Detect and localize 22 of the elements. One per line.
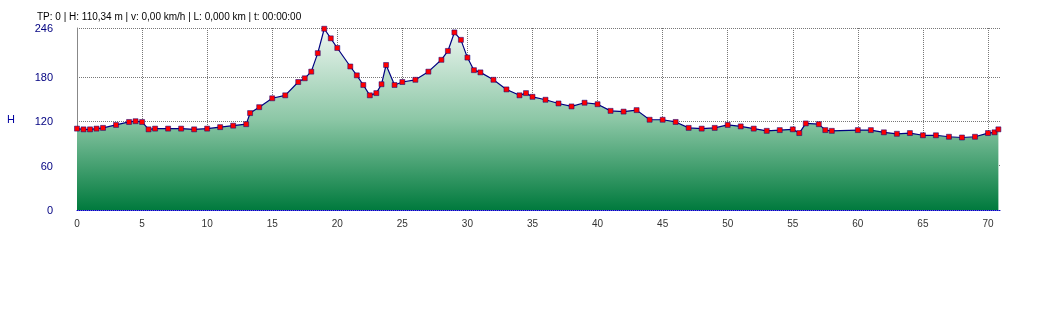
y-axis-title: H	[7, 113, 16, 125]
x-tick-label: 15	[266, 217, 279, 229]
x-tick-label: 65	[917, 217, 929, 229]
y-tick-label: 60	[40, 159, 53, 172]
x-tick-label: 40	[592, 217, 604, 229]
x-tick-label: 60	[852, 217, 864, 229]
x-tick-label: 50	[722, 217, 734, 229]
x-tick-label: 45	[657, 217, 669, 229]
x-tick-label: 55	[787, 217, 799, 229]
x-tick-label: 70	[982, 217, 994, 229]
y-tick-label: 0	[46, 204, 53, 216]
x-tick-label: 5	[139, 217, 146, 229]
y-tick-label: 180	[34, 70, 53, 83]
y-tick-label: 246	[34, 22, 53, 34]
x-tick-label: 35	[526, 217, 539, 229]
x-tick-label: 20	[331, 217, 344, 229]
x-tick-label: 25	[396, 217, 409, 229]
y-tick-label: 120	[34, 115, 53, 128]
x-tick-label: 10	[201, 217, 214, 229]
x-tick-label: 0	[74, 217, 81, 229]
x-tick-label: 30	[461, 217, 474, 229]
chart-title: TP: 0 | H: 110,34 m | v: 0,00 km/h | L: 0,000 km | t: 00:00:00	[37, 10, 302, 22]
